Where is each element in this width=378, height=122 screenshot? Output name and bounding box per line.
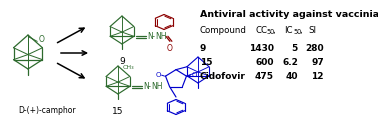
Text: 50: 50 (266, 29, 274, 35)
Text: D-(+)-camphor: D-(+)-camphor (18, 106, 76, 115)
Text: 5: 5 (292, 44, 298, 53)
Text: 280: 280 (305, 44, 324, 53)
Text: IC: IC (284, 26, 293, 35)
Text: O: O (155, 72, 161, 78)
Text: 50: 50 (293, 29, 301, 35)
Text: Cidofovir: Cidofovir (200, 72, 246, 81)
Text: 9: 9 (119, 57, 125, 66)
Text: -: - (148, 82, 151, 91)
Text: ,: , (272, 26, 275, 35)
Text: 600: 600 (256, 58, 274, 67)
Text: O: O (38, 35, 44, 44)
Text: O: O (167, 44, 173, 53)
Text: Antiviral activity against vaccinia virus.: Antiviral activity against vaccinia viru… (200, 10, 378, 19)
Text: N: N (147, 32, 153, 41)
Text: SI: SI (308, 26, 316, 35)
Text: NH: NH (155, 32, 166, 41)
Text: N: N (143, 82, 149, 91)
Text: Compound: Compound (200, 26, 247, 35)
Text: 15: 15 (112, 107, 124, 116)
Text: ,: , (299, 26, 302, 35)
Text: 475: 475 (255, 72, 274, 81)
Text: O: O (192, 72, 197, 78)
Text: NH: NH (151, 82, 163, 91)
Text: 40: 40 (285, 72, 298, 81)
Text: 15: 15 (200, 58, 212, 67)
Text: 12: 12 (311, 72, 324, 81)
Text: 9: 9 (200, 44, 206, 53)
Text: -: - (152, 32, 155, 41)
Text: CH₃: CH₃ (122, 65, 134, 70)
Text: CC: CC (256, 26, 268, 35)
Text: 6.2: 6.2 (282, 58, 298, 67)
Text: 97: 97 (311, 58, 324, 67)
Text: 1430: 1430 (249, 44, 274, 53)
